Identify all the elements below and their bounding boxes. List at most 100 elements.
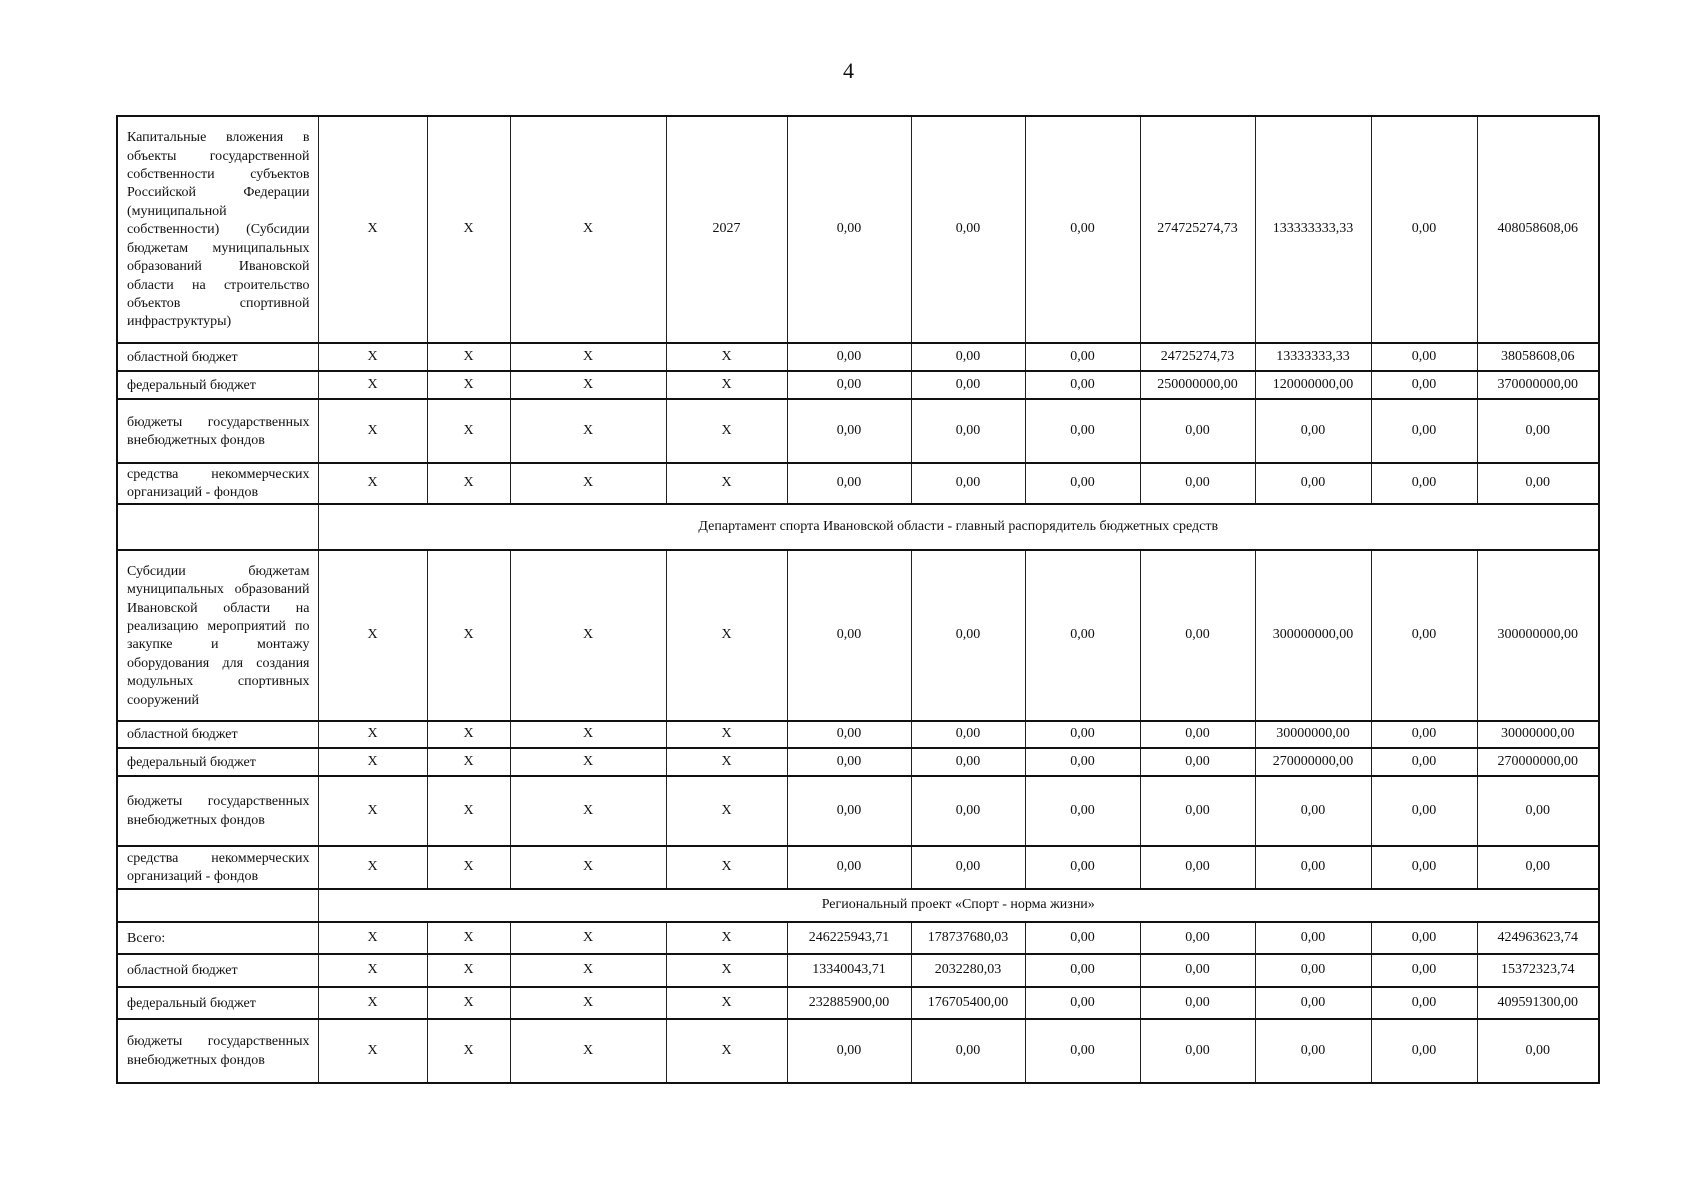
value-cell: 0,00 (1370, 115, 1478, 344)
value-cell: X (426, 746, 511, 777)
value-cell: X (426, 920, 511, 955)
value-cell: 0,00 (786, 746, 912, 777)
value-cell: X (665, 774, 788, 847)
value-cell: 2027 (665, 115, 788, 344)
value-cell: X (317, 398, 428, 464)
value-cell: X (509, 952, 667, 988)
table-row: федеральный бюджет X X X X 0,00 0,00 0,00 250000… (116, 370, 1600, 400)
value-cell: 0,00 (1370, 746, 1478, 777)
value-cell: 13333333,33 (1254, 342, 1372, 372)
value-cell: 0,00 (910, 342, 1026, 372)
value-cell: X (426, 952, 511, 988)
value-cell: 0,00 (1476, 1017, 1600, 1084)
value-cell: X (509, 844, 667, 890)
value-cell: 0,00 (1254, 398, 1372, 464)
value-cell: 0,00 (1024, 548, 1141, 722)
value-cell: 38058608,06 (1476, 342, 1600, 372)
value-cell: 2032280,03 (910, 952, 1026, 988)
value-cell: X (426, 844, 511, 890)
value-cell: X (426, 719, 511, 749)
value-cell: 0,00 (1024, 985, 1141, 1020)
value-cell: X (665, 342, 788, 372)
value-cell: X (317, 115, 428, 344)
value-cell: 300000000,00 (1476, 548, 1600, 722)
value-cell: 0,00 (1370, 342, 1478, 372)
value-cell: X (317, 844, 428, 890)
value-cell: 232885900,00 (786, 985, 912, 1020)
value-cell: X (665, 1017, 788, 1084)
value-cell: 30000000,00 (1476, 719, 1600, 749)
empty-cell (116, 887, 319, 923)
row-label: федеральный бюджет (116, 370, 319, 400)
value-cell: 15372323,74 (1476, 952, 1600, 988)
value-cell: 0,00 (910, 844, 1026, 890)
value-cell: 246225943,71 (786, 920, 912, 955)
value-cell: 370000000,00 (1476, 370, 1600, 400)
value-cell: 0,00 (1139, 844, 1256, 890)
row-label: бюджеты государственных внебюджетных фон… (116, 774, 319, 847)
value-cell: X (509, 746, 667, 777)
table-row: Субсидии бюджетам муниципальных образова… (116, 548, 1600, 722)
value-cell: 0,00 (786, 115, 912, 344)
value-cell: 0,00 (1024, 370, 1141, 400)
value-cell: X (509, 1017, 667, 1084)
table-row: бюджеты государственных внебюджетных фон… (116, 774, 1600, 847)
value-cell: X (317, 746, 428, 777)
value-cell: X (317, 952, 428, 988)
value-cell: 0,00 (910, 746, 1026, 777)
value-cell: 0,00 (1024, 844, 1141, 890)
value-cell: 0,00 (1139, 548, 1256, 722)
value-cell: 0,00 (786, 774, 912, 847)
value-cell: 0,00 (1024, 1017, 1141, 1084)
value-cell: 13340043,71 (786, 952, 912, 988)
row-label: средства некоммерческих организаций - фо… (116, 462, 319, 505)
value-cell: 0,00 (1476, 398, 1600, 464)
value-cell: 0,00 (910, 719, 1026, 749)
value-cell: 409591300,00 (1476, 985, 1600, 1020)
row-label: средства некоммерческих организаций - фо… (116, 844, 319, 890)
value-cell: X (426, 985, 511, 1020)
value-cell: 0,00 (1254, 1017, 1372, 1084)
value-cell: 133333333,33 (1254, 115, 1372, 344)
value-cell: 0,00 (1024, 115, 1141, 344)
empty-cell (116, 502, 319, 551)
value-cell: 0,00 (786, 1017, 912, 1084)
value-cell: 0,00 (1370, 985, 1478, 1020)
value-cell: 0,00 (1254, 985, 1372, 1020)
value-cell: X (665, 462, 788, 505)
value-cell: 0,00 (1370, 1017, 1478, 1084)
value-cell: 0,00 (1370, 548, 1478, 722)
value-cell: 0,00 (1476, 462, 1600, 505)
value-cell: 30000000,00 (1254, 719, 1372, 749)
value-cell: X (509, 774, 667, 847)
value-cell: X (665, 844, 788, 890)
row-label: Субсидии бюджетам муниципальных образова… (116, 548, 319, 722)
row-label: бюджеты государственных внебюджетных фон… (116, 1017, 319, 1084)
value-cell: 0,00 (1254, 952, 1372, 988)
table-row: бюджеты государственных внебюджетных фон… (116, 1017, 1600, 1084)
value-cell: 0,00 (1139, 746, 1256, 777)
row-label: бюджеты государственных внебюджетных фон… (116, 398, 319, 464)
value-cell: 178737680,03 (910, 920, 1026, 955)
value-cell: 0,00 (1024, 398, 1141, 464)
value-cell: 270000000,00 (1476, 746, 1600, 777)
value-cell: 0,00 (1476, 774, 1600, 847)
value-cell: 24725274,73 (1139, 342, 1256, 372)
value-cell: X (426, 342, 511, 372)
value-cell: 0,00 (786, 370, 912, 400)
value-cell: 0,00 (1254, 462, 1372, 505)
value-cell: 0,00 (1024, 952, 1141, 988)
row-label: федеральный бюджет (116, 985, 319, 1020)
value-cell: X (509, 398, 667, 464)
value-cell: 0,00 (1024, 746, 1141, 777)
value-cell: X (665, 398, 788, 464)
value-cell: X (665, 985, 788, 1020)
row-label: Капитальные вложения в объекты государст… (116, 115, 319, 344)
value-cell: X (509, 719, 667, 749)
row-label: Всего: (116, 920, 319, 955)
value-cell: 0,00 (1254, 844, 1372, 890)
value-cell: X (665, 370, 788, 400)
value-cell: 0,00 (1370, 719, 1478, 749)
value-cell: 0,00 (1476, 844, 1600, 890)
value-cell: X (665, 746, 788, 777)
